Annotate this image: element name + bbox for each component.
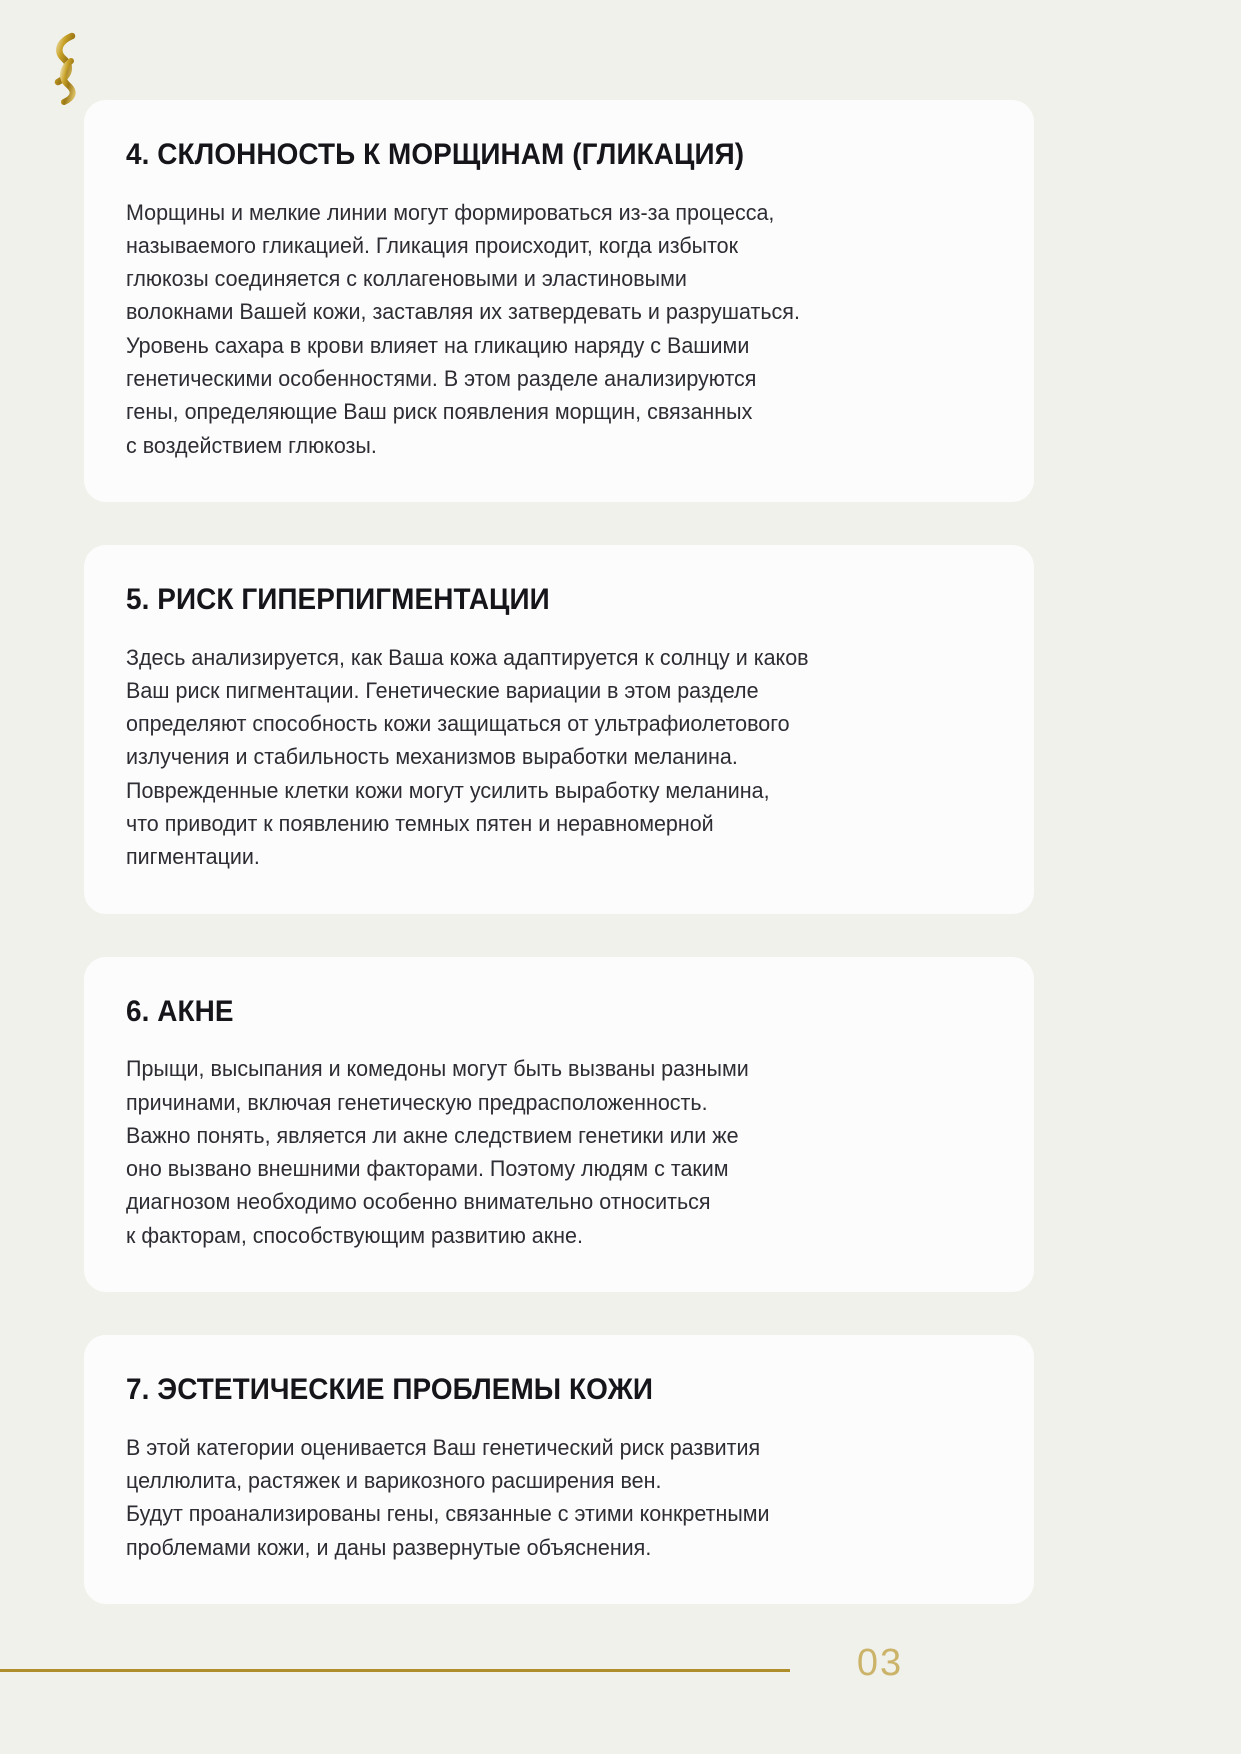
section-body: Прыщи, высыпания и комедоны могут быть в… [126,1056,749,1248]
section-title: 6. АКНЕ [126,994,234,1028]
section-body: В этой категории оценивается Ваш генетич… [126,1434,770,1560]
section-card-wrinkles: 4. СКЛОННОСТЬ К МОРЩИНАМ (ГЛИКАЦИЯ) Морщ… [84,100,1034,502]
section-card-acne: 6. АКНЕ Прыщи, высыпания и комедоны могу… [84,956,1034,1293]
section-card-aesthetic-skin-problems: 7. ЭСТЕТИЧЕСКИЕ ПРОБЛЕМЫ КОЖИ В этой кат… [84,1335,1034,1604]
page-number: 03 [856,1642,904,1684]
section-title: 7. ЭСТЕТИЧЕСКИЕ ПРОБЛЕМЫ КОЖИ [126,1373,654,1407]
section-title: 5. РИСК ГИПЕРПИГМЕНТАЦИИ [126,582,550,616]
page-footer: 03 [0,1620,1241,1754]
section-card-hyperpigmentation: 5. РИСК ГИПЕРПИГМЕНТАЦИИ Здесь анализиру… [84,544,1034,914]
section-title: 4. СКЛОННОСТЬ К МОРЩИНАМ (ГЛИКАЦИЯ) [126,138,745,171]
dna-helix-icon [38,24,100,106]
section-body: Здесь анализируется, как Ваша кожа адапт… [126,644,809,870]
footer-divider-rule [0,1669,790,1672]
section-body: Морщины и мелкие линии могут формировать… [126,199,800,458]
section-card-list: 4. СКЛОННОСТЬ К МОРЩИНАМ (ГЛИКАЦИЯ) Морщ… [84,100,1034,1604]
